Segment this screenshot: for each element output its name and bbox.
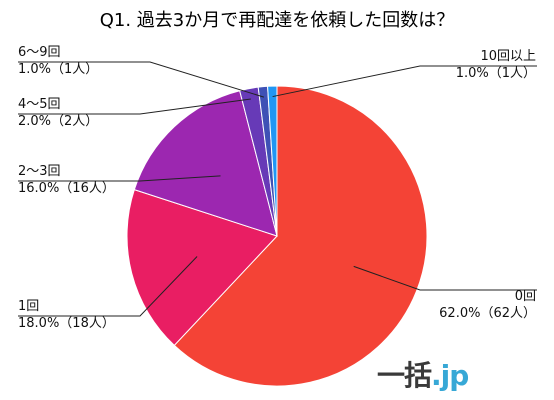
leader-line-slice-0 <box>353 265 537 291</box>
slice-label-0: 0回 62.0%（62人） <box>439 289 536 321</box>
brand-logo: 一括.jp <box>377 359 469 392</box>
slice-2-3 <box>133 90 278 237</box>
leader-line-slice-2-3 <box>18 175 221 182</box>
leader-line-slice-6-9 <box>18 61 265 98</box>
slice-label-4-5: 4～5回 2.0%（2人） <box>18 97 99 129</box>
slice-label-10-plus: 10回以上 1.0%（1人） <box>455 49 536 81</box>
slice-1 <box>126 189 278 347</box>
slice-label-6-9: 6～9回 1.0%（1人） <box>18 45 99 77</box>
chart-title: Q1. 過去3か月で再配達を依頼した回数は？ <box>99 10 455 31</box>
slice-0 <box>173 85 428 387</box>
leader-line-slice-4-5 <box>18 98 251 115</box>
slice-label-1: 1回 18.0%（18人） <box>18 299 115 331</box>
leader-line-slice-1 <box>18 256 198 317</box>
leader-line-slice-10-plus <box>272 65 537 98</box>
slice-10-plus <box>267 85 278 237</box>
slice-label-2-3: 2～3回 16.0%（16人） <box>18 164 115 196</box>
